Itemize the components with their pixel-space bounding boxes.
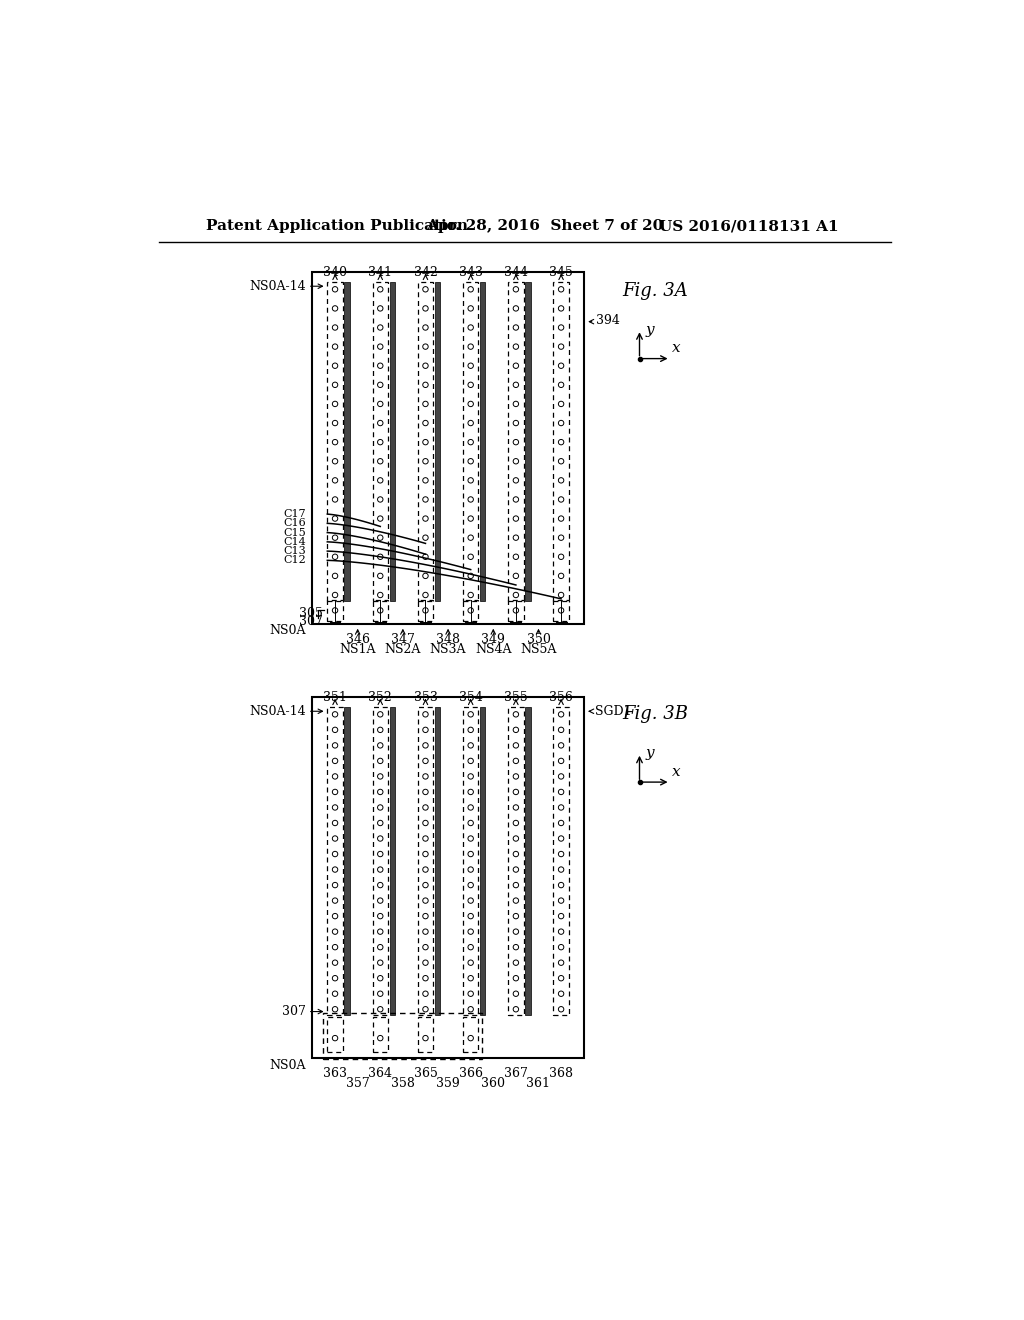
Bar <box>463 281 478 601</box>
Text: 305: 305 <box>299 607 323 620</box>
Text: NS0A-14: NS0A-14 <box>250 705 306 718</box>
Text: 359: 359 <box>436 1077 460 1090</box>
Bar <box>508 599 523 622</box>
Text: 354: 354 <box>459 690 482 704</box>
Text: C17: C17 <box>284 510 306 519</box>
Bar <box>418 1016 433 1052</box>
Text: 367: 367 <box>504 1067 527 1080</box>
Bar <box>373 281 388 601</box>
Bar <box>553 281 569 601</box>
Bar <box>480 706 485 1015</box>
Text: 368: 368 <box>549 1067 573 1080</box>
Text: NS2A: NS2A <box>385 643 421 656</box>
Text: Apr. 28, 2016  Sheet 7 of 20: Apr. 28, 2016 Sheet 7 of 20 <box>426 219 664 234</box>
Text: NS0A: NS0A <box>269 1059 306 1072</box>
Bar <box>328 599 343 622</box>
Bar <box>389 281 395 601</box>
Text: 361: 361 <box>526 1077 551 1090</box>
Text: x: x <box>672 766 681 779</box>
Text: 341: 341 <box>369 265 392 279</box>
Text: 351: 351 <box>324 690 347 704</box>
Text: 344: 344 <box>504 265 528 279</box>
Bar <box>435 706 440 1015</box>
Text: C12: C12 <box>284 556 306 565</box>
Bar <box>418 281 433 601</box>
Bar <box>373 706 388 1015</box>
Text: 394: 394 <box>596 314 620 326</box>
Bar <box>373 599 388 622</box>
Text: 358: 358 <box>391 1077 415 1090</box>
Text: 365: 365 <box>414 1067 437 1080</box>
Bar <box>463 706 478 1015</box>
Text: 355: 355 <box>504 690 527 704</box>
Text: 342: 342 <box>414 265 437 279</box>
Text: 345: 345 <box>549 265 573 279</box>
Text: 348: 348 <box>436 634 460 647</box>
Text: 350: 350 <box>526 634 551 647</box>
Text: Patent Application Publication: Patent Application Publication <box>206 219 468 234</box>
Bar <box>389 706 395 1015</box>
Bar <box>480 281 485 601</box>
Text: 356: 356 <box>549 690 573 704</box>
Text: NS4A: NS4A <box>475 643 512 656</box>
Text: C15: C15 <box>284 528 306 537</box>
Text: NS0A: NS0A <box>269 624 306 638</box>
Bar <box>508 281 523 601</box>
Text: y: y <box>646 323 654 337</box>
Bar <box>463 1016 478 1052</box>
Bar <box>553 706 569 1015</box>
Bar <box>373 1016 388 1052</box>
Bar <box>328 281 343 601</box>
Text: C13: C13 <box>284 546 306 556</box>
Text: Fig. 3A: Fig. 3A <box>623 282 688 300</box>
Bar <box>418 706 433 1015</box>
Text: 347: 347 <box>391 634 415 647</box>
Text: NS0A-14: NS0A-14 <box>250 280 306 293</box>
Bar <box>525 281 530 601</box>
Text: SGD1: SGD1 <box>595 705 631 718</box>
Text: x: x <box>672 342 681 355</box>
Text: 360: 360 <box>481 1077 505 1090</box>
Text: 307: 307 <box>299 615 323 628</box>
Text: 352: 352 <box>369 690 392 704</box>
Text: 363: 363 <box>323 1067 347 1080</box>
Text: 357: 357 <box>346 1077 370 1090</box>
Bar <box>463 599 478 622</box>
Text: 349: 349 <box>481 634 505 647</box>
Bar <box>418 599 433 622</box>
Bar <box>435 281 440 601</box>
Text: C14: C14 <box>284 537 306 546</box>
Bar <box>344 281 350 601</box>
Bar <box>324 1014 482 1059</box>
Text: 364: 364 <box>369 1067 392 1080</box>
Text: 346: 346 <box>346 634 370 647</box>
Text: NS1A: NS1A <box>339 643 376 656</box>
Bar <box>344 706 350 1015</box>
Text: 366: 366 <box>459 1067 482 1080</box>
Bar <box>312 697 584 1057</box>
Text: C16: C16 <box>284 519 306 528</box>
Bar <box>553 599 569 622</box>
Bar <box>508 706 523 1015</box>
Text: Fig. 3B: Fig. 3B <box>623 705 688 723</box>
Text: NS5A: NS5A <box>520 643 557 656</box>
Text: US 2016/0118131 A1: US 2016/0118131 A1 <box>658 219 839 234</box>
Bar <box>312 272 584 624</box>
Bar <box>328 706 343 1015</box>
Text: 343: 343 <box>459 265 482 279</box>
Text: 353: 353 <box>414 690 437 704</box>
Bar <box>525 706 530 1015</box>
Bar <box>328 1016 343 1052</box>
Text: 340: 340 <box>323 265 347 279</box>
Text: y: y <box>646 747 654 760</box>
Text: 307: 307 <box>283 1005 306 1018</box>
Text: NS3A: NS3A <box>430 643 466 656</box>
